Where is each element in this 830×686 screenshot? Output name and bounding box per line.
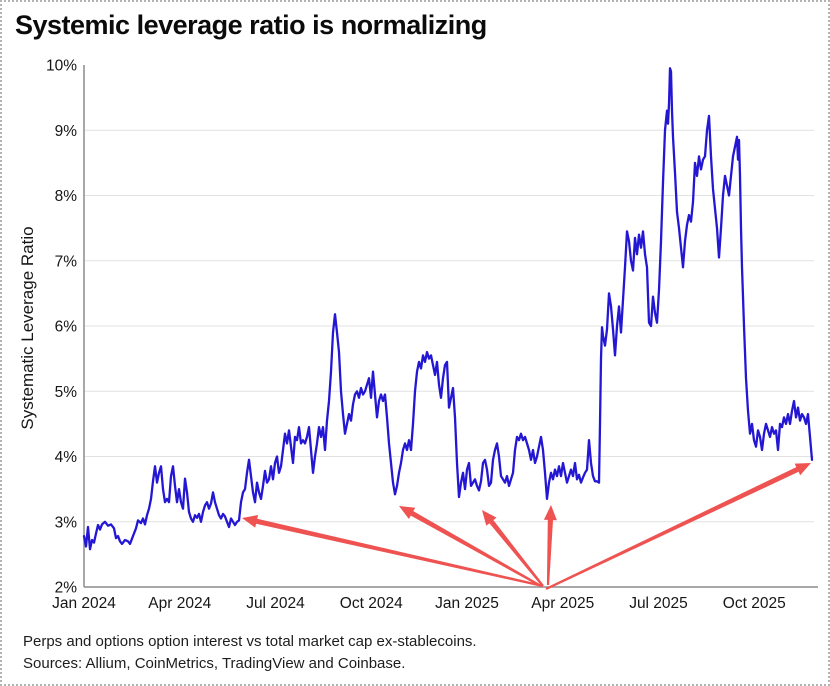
annotation-arrow (543, 505, 557, 585)
y-tick-label: 10% (46, 58, 77, 75)
x-tick-label: Jan 2025 (435, 595, 499, 612)
y-tick-label: 4% (55, 449, 78, 466)
page-title: Systemic leverage ratio is normalizing (15, 10, 487, 40)
y-tick-label: 8% (55, 188, 78, 205)
y-tick-label: 3% (55, 514, 78, 531)
y-tick-label: 6% (55, 319, 78, 336)
y-tick-label: 2% (55, 580, 78, 597)
x-tick-label: Jul 2024 (246, 595, 305, 612)
chart-sources: Sources: Allium, CoinMetrics, TradingVie… (23, 655, 406, 672)
y-tick-label: 9% (55, 123, 78, 140)
annotation-arrow (482, 510, 544, 587)
x-tick-label: Oct 2024 (340, 595, 403, 612)
leverage-ratio-line-chart: 10% 9% 8% 7% 6% 5% 4% 3% 2%Jan 2024 Apr 2024 Jul 2… (46, 58, 818, 612)
x-tick-label: Jul 2025 (629, 595, 688, 612)
leverage-line (82, 67, 814, 551)
chart-description: Perps and options option interest vs tot… (23, 633, 477, 650)
y-tick-label: 5% (55, 384, 78, 401)
y-tick-label: 7% (55, 253, 78, 270)
x-tick-label: Apr 2025 (531, 595, 594, 612)
x-tick-label: Oct 2025 (723, 595, 786, 612)
annotation-arrow (242, 515, 544, 588)
x-tick-label: Jan 2024 (52, 595, 116, 612)
x-tick-label: Apr 2024 (148, 595, 211, 612)
annotation-arrow (545, 463, 811, 590)
annotation-arrow (399, 506, 542, 587)
